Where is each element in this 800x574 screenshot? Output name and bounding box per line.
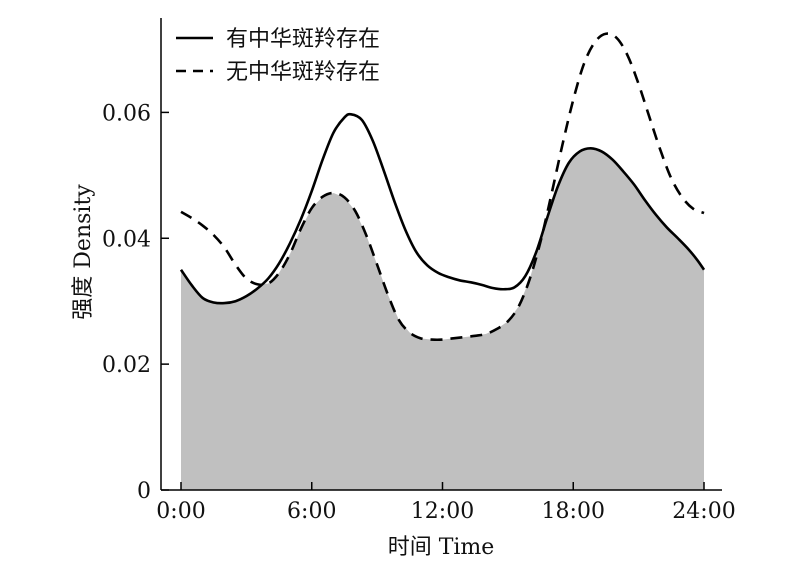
y-tick-label-0: 0 [137, 479, 151, 504]
legend-label-1: 有中华斑羚存在 [226, 27, 380, 52]
legend-label-2: 无中华斑羚存在 [226, 60, 380, 85]
series-line-1 [179, 112, 706, 305]
x-tick-label-3: 18:00 [542, 499, 605, 524]
series-layer [179, 32, 706, 342]
x-tick-label-0: 0:00 [156, 499, 205, 524]
x-tick-label-2: 12:00 [411, 499, 474, 524]
x-tick-label-1: 6:00 [287, 499, 336, 524]
y-tick-label-2: 0.04 [102, 227, 151, 252]
x-axis-label: 时间 Time [388, 535, 495, 560]
y-ticks: 0 0.02 0.04 0.06 [102, 101, 169, 504]
axes-layer [160, 18, 722, 491]
y-tick-label-3: 0.06 [102, 101, 151, 126]
y-tick-label-1: 0.02 [102, 353, 151, 378]
series-line-2 [180, 32, 705, 342]
y-axis-label: 强度 Density [71, 184, 96, 320]
overlap-area [181, 148, 704, 490]
x-ticks: 0:00 6:00 12:00 18:00 24:00 [156, 482, 736, 524]
x-tick-label-4: 24:00 [672, 499, 735, 524]
plot-area [181, 148, 704, 490]
